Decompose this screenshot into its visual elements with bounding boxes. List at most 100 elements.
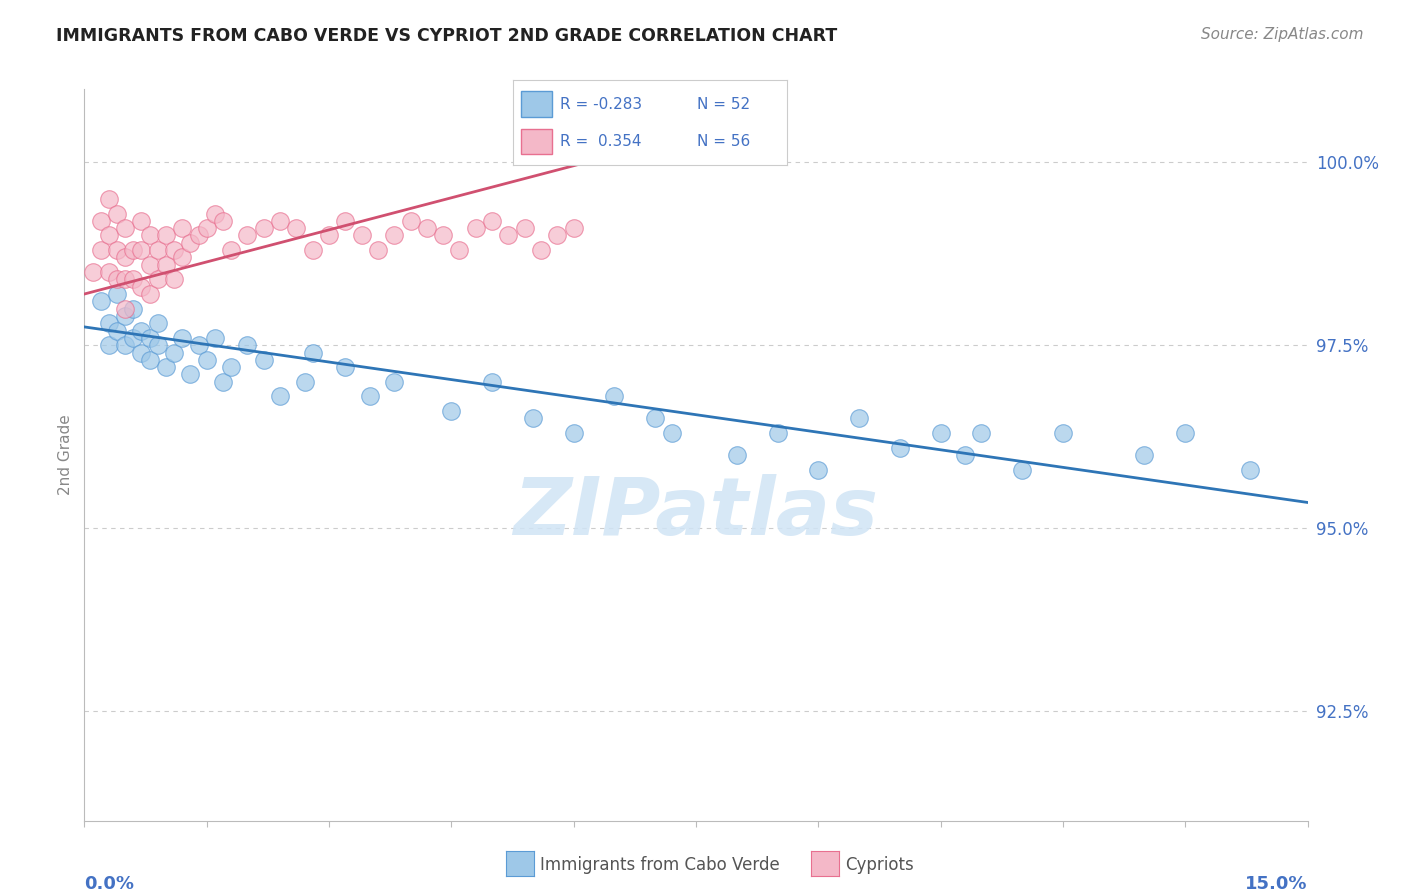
Text: Immigrants from Cabo Verde: Immigrants from Cabo Verde <box>540 856 780 874</box>
Point <box>90 214 112 228</box>
Point <box>236 228 259 243</box>
Point <box>138 258 160 272</box>
Point <box>432 228 454 243</box>
Point <box>236 338 259 352</box>
Text: IMMIGRANTS FROM CABO VERDE VS CYPRIOT 2ND GRADE CORRELATION CHART: IMMIGRANTS FROM CABO VERDE VS CYPRIOT 2N… <box>56 27 838 45</box>
Point <box>766 425 789 440</box>
Point <box>97 316 120 330</box>
Point <box>350 228 373 243</box>
Point <box>603 389 626 403</box>
Point <box>1133 448 1156 462</box>
Point <box>155 228 177 243</box>
Point <box>187 338 209 352</box>
Point <box>481 214 503 228</box>
Point <box>285 221 308 235</box>
Point <box>301 243 323 257</box>
Text: R =  0.354: R = 0.354 <box>560 134 641 149</box>
Point <box>122 301 145 316</box>
Point <box>187 228 209 243</box>
Point <box>318 228 340 243</box>
Point <box>661 425 683 440</box>
Point <box>530 243 553 257</box>
Point <box>155 258 177 272</box>
Point <box>301 345 323 359</box>
Point <box>212 375 235 389</box>
Point <box>929 425 952 440</box>
Point <box>114 251 136 265</box>
Point <box>138 352 160 367</box>
Text: Source: ZipAtlas.com: Source: ZipAtlas.com <box>1201 27 1364 42</box>
Bar <box>522 91 551 117</box>
Point <box>848 411 870 425</box>
Point <box>953 448 976 462</box>
Point <box>204 206 226 220</box>
Point <box>294 375 316 389</box>
Point <box>359 389 381 403</box>
Point <box>138 287 160 301</box>
Point <box>131 324 153 338</box>
Point <box>335 360 357 375</box>
Point <box>163 345 186 359</box>
Point <box>204 331 226 345</box>
Text: N = 52: N = 52 <box>697 96 749 112</box>
Point <box>146 243 169 257</box>
Point <box>513 221 536 235</box>
Point <box>219 360 242 375</box>
Point <box>889 441 911 455</box>
Point <box>97 192 120 206</box>
Point <box>97 265 120 279</box>
Point <box>138 228 160 243</box>
Point <box>269 389 291 403</box>
Point <box>114 338 136 352</box>
Point <box>155 360 177 375</box>
Point <box>131 214 153 228</box>
Point <box>122 243 145 257</box>
Point <box>114 301 136 316</box>
Point <box>172 251 194 265</box>
Point <box>131 243 153 257</box>
Point <box>807 462 830 476</box>
Point <box>82 265 104 279</box>
Point <box>1011 462 1033 476</box>
Point <box>195 352 218 367</box>
Point <box>253 221 276 235</box>
Point <box>382 375 405 389</box>
Point <box>367 243 389 257</box>
Text: 15.0%: 15.0% <box>1246 876 1308 892</box>
Point <box>90 294 112 309</box>
Point <box>105 272 128 286</box>
Point <box>1239 462 1261 476</box>
Point <box>122 331 145 345</box>
Point <box>131 279 153 293</box>
Point <box>522 411 544 425</box>
Point <box>172 221 194 235</box>
Point <box>146 316 169 330</box>
Text: N = 56: N = 56 <box>697 134 751 149</box>
Point <box>562 221 585 235</box>
Point <box>970 425 993 440</box>
Point <box>1052 425 1074 440</box>
Point <box>138 331 160 345</box>
Point <box>253 352 276 367</box>
Point <box>195 221 218 235</box>
Point <box>416 221 439 235</box>
Point <box>179 235 201 250</box>
Point <box>1174 425 1197 440</box>
Point <box>131 345 153 359</box>
Point <box>481 375 503 389</box>
Point <box>212 214 235 228</box>
Point <box>562 425 585 440</box>
Point <box>114 221 136 235</box>
Bar <box>522 128 551 154</box>
Point <box>179 368 201 382</box>
Point <box>105 287 128 301</box>
Point <box>114 309 136 323</box>
Text: Cypriots: Cypriots <box>845 856 914 874</box>
Point <box>90 243 112 257</box>
Point <box>146 272 169 286</box>
Point <box>114 272 136 286</box>
Point <box>172 331 194 345</box>
Y-axis label: 2nd Grade: 2nd Grade <box>58 415 73 495</box>
Point <box>725 448 748 462</box>
Point <box>464 221 486 235</box>
